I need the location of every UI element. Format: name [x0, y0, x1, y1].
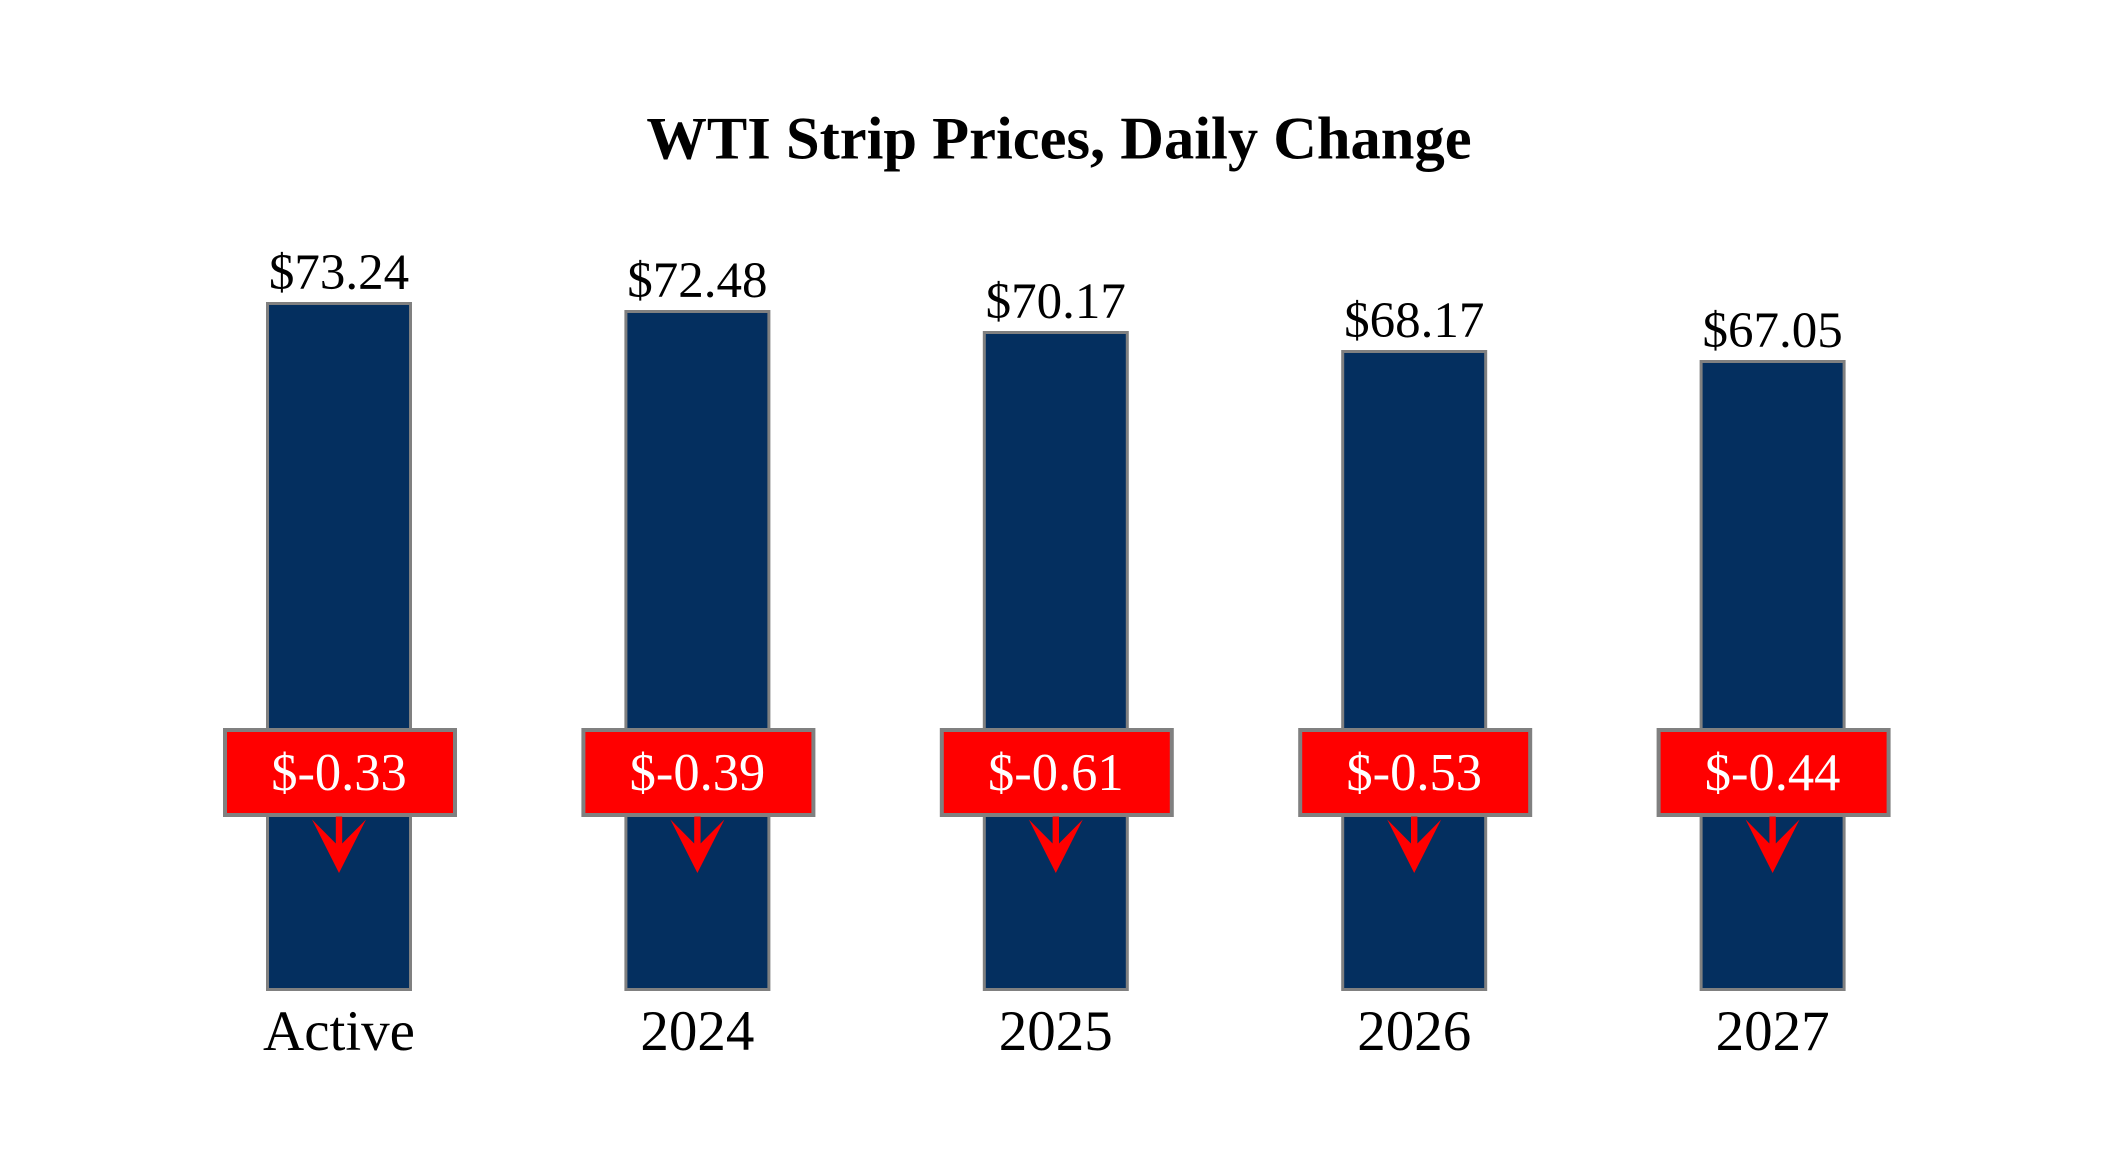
svg-text:$-0.33: $-0.33 — [271, 744, 407, 802]
svg-text:$73.24: $73.24 — [269, 245, 409, 301]
svg-text:$67.05: $67.05 — [1702, 303, 1842, 359]
svg-text:$-0.53: $-0.53 — [1346, 744, 1482, 802]
svg-text:$-0.39: $-0.39 — [630, 744, 766, 802]
svg-text:$-0.44: $-0.44 — [1705, 744, 1841, 802]
svg-text:Active: Active — [263, 1000, 415, 1063]
svg-text:WTI Strip Prices, Daily Change: WTI Strip Prices, Daily Change — [646, 106, 1471, 173]
svg-text:$-0.61: $-0.61 — [988, 744, 1124, 802]
svg-text:$68.17: $68.17 — [1344, 293, 1484, 349]
svg-text:2025: 2025 — [999, 1000, 1113, 1063]
svg-text:2027: 2027 — [1716, 1000, 1830, 1063]
svg-text:$70.17: $70.17 — [986, 274, 1126, 330]
svg-text:$72.48: $72.48 — [627, 253, 767, 309]
svg-text:2024: 2024 — [640, 1000, 754, 1063]
svg-text:2026: 2026 — [1357, 1000, 1471, 1063]
